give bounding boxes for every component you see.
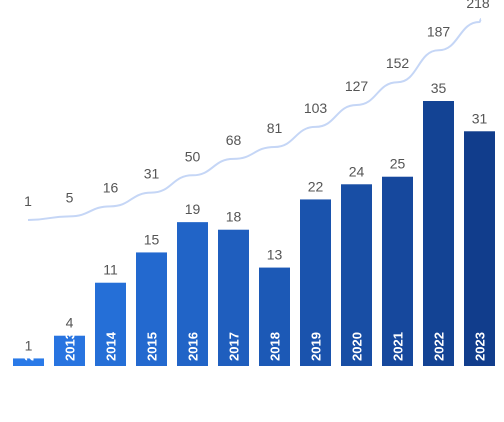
bar-2021 (382, 176, 413, 366)
bar-value-label-2023: 31 (472, 110, 488, 126)
bar-2023 (464, 131, 495, 366)
bar-2018 (259, 267, 290, 366)
bar-value-label-2018: 13 (267, 247, 283, 263)
bar-2014 (95, 282, 126, 366)
line-value-label-2023: 218 (466, 0, 490, 11)
line-value-label-2016: 50 (185, 148, 201, 164)
bar-value-label-2021: 25 (390, 156, 406, 172)
line-value-label-2020: 127 (345, 78, 369, 94)
year-label-2023: 2023 (473, 332, 488, 361)
bar-2022 (423, 101, 454, 366)
cumulative-line (27, 18, 482, 221)
line-value-label-2012: 1 (24, 193, 32, 209)
year-label-2018: 2018 (268, 332, 283, 361)
year-label-2013: 2013 (63, 332, 78, 361)
bar-2016 (177, 222, 208, 366)
bar-value-label-2020: 24 (349, 163, 365, 179)
year-label-2022: 2022 (432, 332, 447, 361)
bar-2015 (136, 252, 167, 366)
line-value-label-2018: 81 (267, 120, 283, 136)
line-value-label-2021: 152 (386, 55, 410, 71)
bar-value-label-2019: 22 (308, 178, 324, 194)
year-label-2014: 2014 (104, 331, 119, 361)
line-value-label-2019: 103 (304, 100, 328, 116)
bar-value-label-2016: 19 (185, 201, 201, 217)
year-label-2017: 2017 (227, 332, 242, 361)
bar-value-label-2022: 35 (431, 80, 447, 96)
line-value-label-2013: 5 (66, 189, 74, 205)
bar-2013 (54, 335, 85, 366)
year-label-2015: 2015 (145, 332, 160, 361)
bar-value-label-2013: 4 (66, 315, 74, 331)
line-value-label-2015: 31 (144, 166, 160, 182)
year-label-2016: 2016 (186, 332, 201, 361)
bar-value-label-2014: 11 (103, 262, 118, 278)
bar-2017 (218, 229, 249, 366)
year-label-2021: 2021 (391, 332, 406, 361)
bar-value-label-2012: 1 (25, 337, 33, 353)
bar-2012 (13, 358, 44, 366)
line-value-label-2017: 68 (226, 132, 242, 148)
year-label-2019: 2019 (309, 332, 324, 361)
line-value-label-2014: 16 (103, 179, 119, 195)
bar-value-label-2017: 18 (226, 209, 242, 225)
bar-2020 (341, 184, 372, 366)
year-label-2012: 2012 (22, 332, 37, 361)
bar-group (13, 101, 495, 366)
line-value-label-2022: 187 (427, 23, 451, 39)
bar-value-label-2015: 15 (144, 231, 160, 247)
bar-2019 (300, 199, 331, 366)
year-label-2020: 2020 (350, 332, 365, 361)
cumulative-line-group (27, 18, 482, 221)
